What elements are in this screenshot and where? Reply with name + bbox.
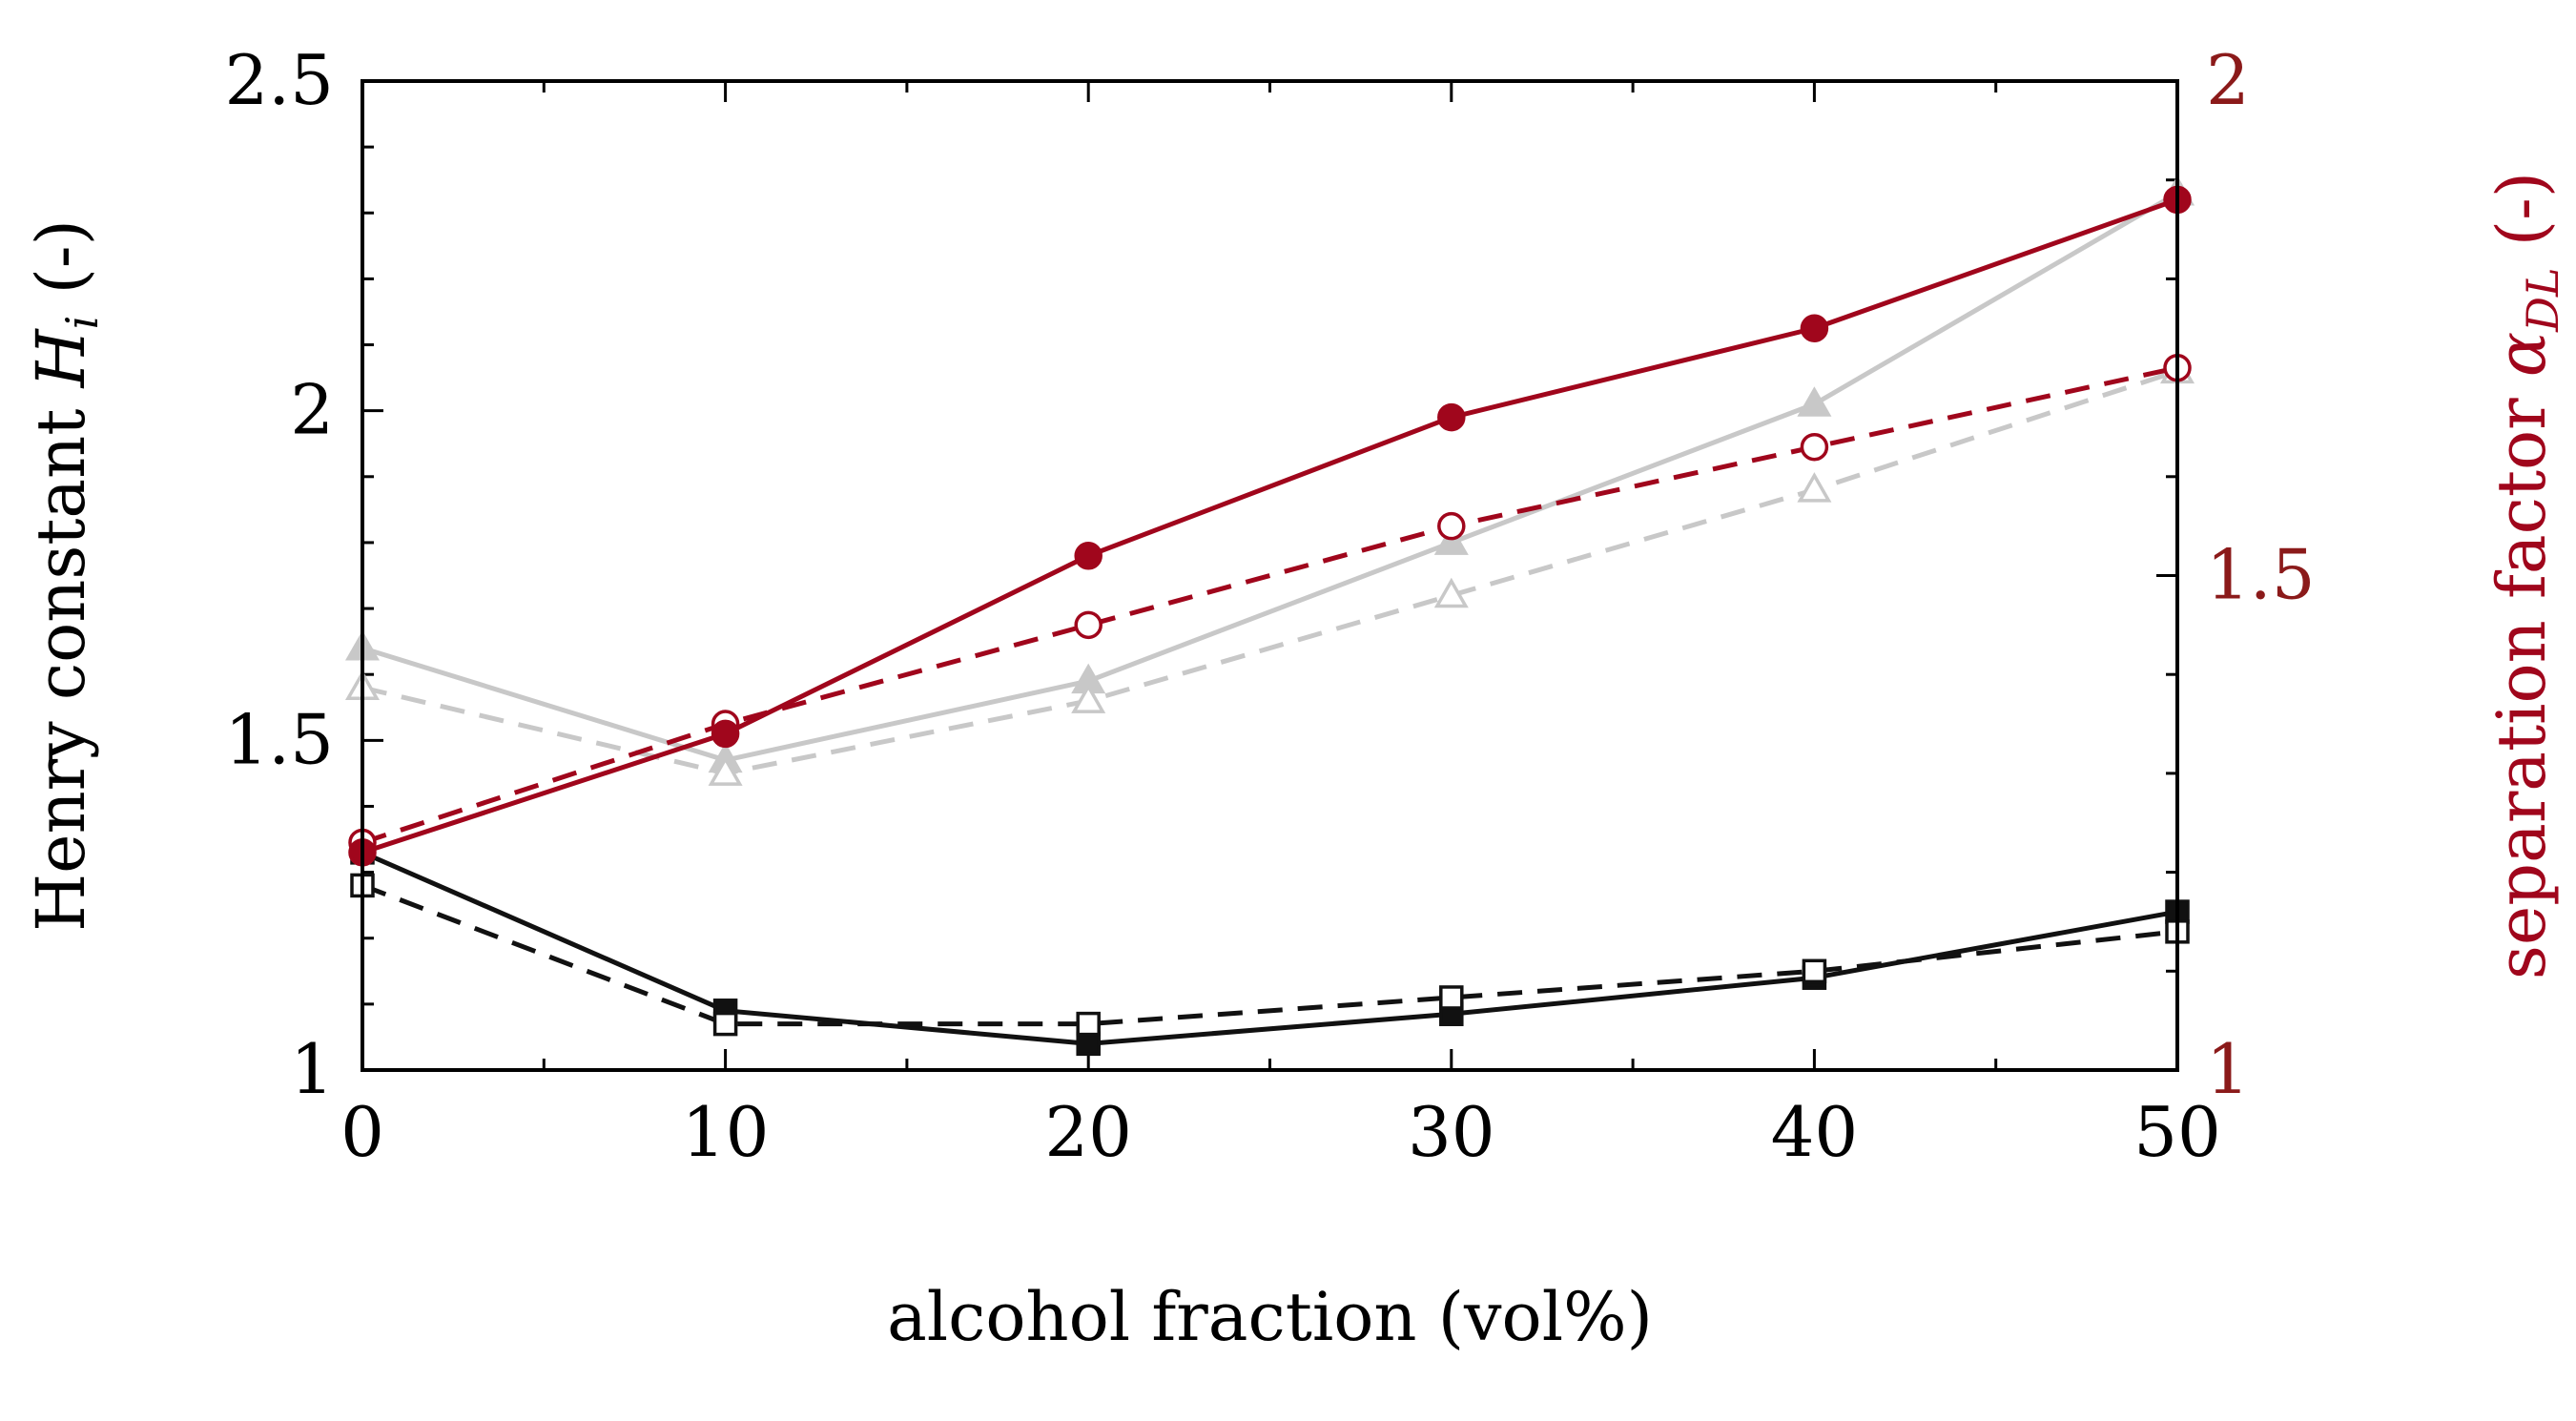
series-line [361,883,2178,1027]
data-point-square [712,1011,738,1037]
data-point-triangle [708,755,743,786]
y-left-title-symbol: H [22,327,100,389]
x-tick-label: 20 [1044,1092,1132,1172]
x-axis-title: alcohol fraction (vol%) [887,1278,1653,1356]
data-point-triangle [1433,525,1469,555]
x-tick-label: 10 [682,1092,770,1172]
data-point-circle [1437,402,1466,432]
x-tick-label: 40 [1771,1092,1859,1172]
x-tick-label: 30 [1408,1092,1495,1172]
y-axis-right-title: separation factor αDL (-) [2483,172,2568,979]
data-point-circle [1074,610,1103,640]
data-point-square [1076,1011,1101,1037]
y-right-title-symbol: α [2483,332,2561,377]
y-left-tick-label: 1 [290,1029,334,1109]
data-point-triangle [1433,577,1469,608]
data-point-square [1439,985,1464,1010]
series-red-solid [348,185,2192,867]
data-point-triangle [1071,683,1106,713]
series-red-dashed [348,353,2192,857]
series-line [361,850,2178,1046]
x-tick-label: 0 [340,1092,384,1172]
data-point-circle [1800,314,1829,342]
y-left-tick-label: 2.5 [224,40,334,120]
y-right-title-text: separation factor [2483,377,2561,979]
y-left-tick-label: 2 [290,370,334,450]
data-point-circle [711,719,740,749]
series-line [361,365,2178,845]
data-point-square [1802,958,1827,984]
y-left-title-suffix: (-) [22,219,100,316]
data-point-circle [1800,432,1829,462]
tick-marks-layer [361,79,2179,1072]
y-right-title-subscript: DL [2517,267,2568,332]
series-gray-dashed [344,353,2195,786]
series-black-solid [350,840,2190,1057]
series-line [361,368,2178,776]
data-point-circle [1437,511,1466,541]
y-right-tick-label: 1 [2206,1029,2250,1109]
data-point-triangle [1797,472,1832,503]
data-point-square [1076,1031,1101,1057]
y-right-tick-label: 1.5 [2206,535,2316,615]
y-left-tick-label: 1.5 [224,699,334,779]
data-point-circle [1074,542,1103,570]
y-left-title-text: Henry constant [22,387,100,932]
y-left-title-subscript: i [56,316,108,330]
series-gray-solid [344,175,2195,773]
x-tick-label: 50 [2133,1092,2221,1172]
plot-frame [361,79,2179,1072]
series-layer [344,175,2195,1057]
data-point-triangle [1797,386,1832,417]
y-right-title-suffix: (-) [2483,172,2561,268]
series-black-dashed [350,873,2190,1037]
series-line [361,197,2178,855]
y-right-tick-label: 2 [2206,40,2250,120]
series-line [361,191,2179,763]
y-axis-left-title: Henry constant Hi (-) [22,219,108,932]
